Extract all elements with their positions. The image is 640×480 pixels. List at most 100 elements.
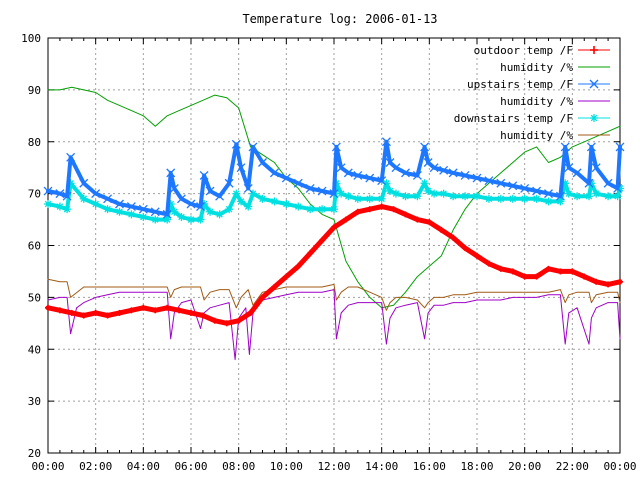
series-point: [215, 191, 225, 201]
series-5-humidity: [47, 278, 621, 311]
series-point: [572, 168, 582, 178]
series-point: [337, 190, 345, 197]
series-point: [196, 202, 205, 212]
series-point: [151, 216, 159, 223]
series-point: [544, 189, 553, 199]
series-point: [205, 186, 215, 196]
series-point: [343, 168, 353, 178]
legend-label: humidity /%: [500, 61, 573, 74]
series-point: [381, 137, 391, 147]
series-2-upstairs-temp-f: [43, 137, 625, 219]
x-tick-label: 08:00: [222, 460, 255, 473]
series-3-humidity: [47, 289, 621, 361]
series-point: [591, 163, 601, 173]
series-point: [166, 168, 176, 178]
series-point: [56, 203, 64, 210]
series-point: [421, 179, 428, 187]
series-point: [448, 168, 458, 178]
series-point: [62, 191, 72, 201]
series-point: [613, 183, 623, 193]
legend-label: outdoor temp /F: [474, 44, 573, 57]
series-point: [615, 142, 625, 152]
x-tick-label: 06:00: [174, 460, 207, 473]
series-point: [586, 142, 596, 152]
series-point: [138, 204, 148, 214]
series-point: [249, 190, 257, 197]
series-point: [378, 195, 385, 203]
series-layer: [43, 86, 625, 361]
series-point: [545, 198, 552, 205]
series-point: [557, 198, 564, 205]
series-point: [509, 195, 517, 203]
series-point: [162, 209, 172, 219]
legend-entry: upstairs temp /F: [467, 78, 610, 91]
series-line: [47, 289, 621, 361]
series-point: [244, 203, 252, 210]
y-tick-label: 100: [21, 32, 41, 45]
x-tick-label: 02:00: [79, 460, 112, 473]
series-point: [330, 205, 338, 213]
series-point: [63, 205, 71, 213]
series-point: [584, 178, 594, 188]
series-point: [104, 205, 111, 213]
series-point: [306, 205, 314, 213]
series-point: [317, 186, 327, 196]
series-point: [206, 208, 214, 216]
series-point: [440, 190, 447, 197]
series-point: [271, 198, 278, 205]
x-tick-label: 22:00: [556, 460, 589, 473]
series-point: [386, 187, 394, 195]
series-point: [614, 192, 621, 200]
legend-label: downstairs temp /F: [454, 112, 573, 125]
axes: 20 30 40 50 60 70 80 90 100 00:00 02:00 04:00 06:00 0…: [21, 32, 636, 473]
series-point: [233, 190, 240, 197]
series-point: [533, 195, 540, 203]
legend-entry: humidity /%: [500, 95, 610, 108]
x-tick-label: 14:00: [365, 460, 398, 473]
plot-frame: [47, 37, 621, 454]
x-tick-label: 00:00: [31, 460, 64, 473]
series-point: [91, 189, 101, 199]
series-point: [365, 173, 375, 183]
series-point: [420, 142, 430, 152]
series-0-outdoor-temp-f: [45, 203, 623, 327]
y-tick-label: 30: [28, 395, 41, 408]
series-point: [80, 195, 88, 203]
series-point: [590, 114, 598, 122]
series-point: [460, 171, 470, 180]
x-tick-label: 16:00: [413, 460, 446, 473]
series-point: [439, 165, 449, 175]
y-tick-label: 20: [28, 447, 41, 460]
series-point: [592, 190, 600, 197]
series-point: [414, 192, 421, 200]
series-point: [345, 192, 352, 200]
series-point: [392, 190, 400, 197]
series-line: [46, 139, 622, 217]
series-point: [484, 176, 494, 186]
series-point: [589, 79, 599, 89]
series-line: [47, 86, 621, 309]
series-point: [472, 173, 482, 183]
series-point: [43, 186, 53, 196]
y-tick-label: 40: [28, 343, 41, 356]
series-point: [103, 194, 113, 204]
series-point: [128, 211, 135, 218]
series-point: [55, 189, 65, 199]
series-point: [496, 178, 506, 188]
series-point: [150, 207, 160, 217]
series-point: [354, 195, 362, 203]
series-point: [305, 183, 315, 193]
series-point: [603, 178, 613, 188]
series-point: [259, 195, 266, 203]
series-1-humidity: [47, 86, 621, 309]
series-point: [573, 192, 581, 200]
series-point: [283, 200, 290, 208]
legend-label: upstairs temp /F: [467, 78, 573, 91]
series-point: [485, 195, 493, 203]
series-point: [216, 211, 223, 218]
series-point: [186, 199, 196, 209]
series-point: [197, 216, 204, 223]
series-point: [171, 208, 178, 216]
series-point: [401, 168, 410, 178]
series-point: [224, 178, 234, 188]
